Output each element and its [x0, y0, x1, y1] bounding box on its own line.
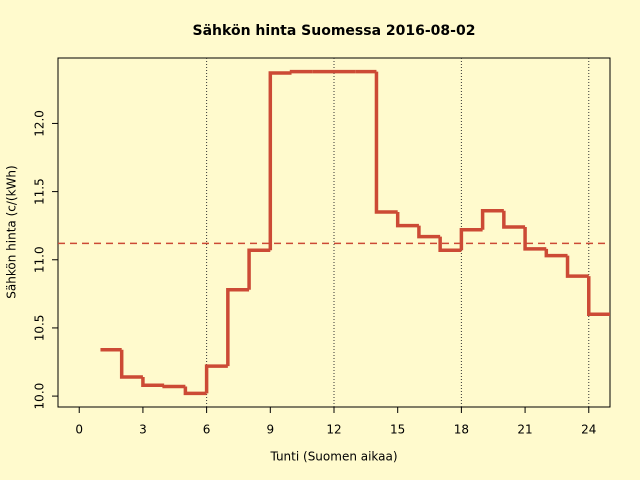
price-step [523, 227, 547, 251]
price-step [183, 386, 207, 396]
x-tick-label: 18 [454, 423, 469, 437]
price-step [247, 248, 271, 290]
y-tick-label: 11.0 [33, 246, 47, 273]
price-step [289, 69, 313, 74]
x-tick-label: 9 [266, 423, 274, 437]
price-step [395, 212, 419, 228]
price-step [544, 248, 568, 258]
x-tick-label: 21 [517, 423, 532, 437]
price-step [417, 225, 441, 239]
x-tick-label: 12 [326, 423, 341, 437]
x-tick-label: 15 [390, 423, 405, 437]
price-step [438, 236, 462, 252]
price-step [587, 276, 610, 317]
x-tick-label: 0 [75, 423, 83, 437]
price-step [226, 288, 250, 367]
y-tick-label: 12.0 [33, 110, 47, 137]
x-axis-label: Tunti (Suomen aikaa) [269, 450, 397, 464]
price-step [119, 349, 143, 379]
price-step [374, 71, 398, 214]
price-step [162, 384, 186, 389]
y-tick-label: 10.5 [33, 315, 47, 342]
price-step [268, 71, 292, 251]
price-step [565, 255, 589, 278]
y-axis-label: Sähkön hinta (c/(kWh) [5, 165, 19, 298]
chart-title: Sähkön hinta Suomessa 2016-08-02 [193, 23, 476, 39]
price-step [141, 377, 165, 387]
x-tick-label: 3 [139, 423, 147, 437]
y-tick-label: 10.0 [33, 383, 47, 410]
price-step [480, 208, 504, 230]
x-tick-label: 24 [581, 423, 596, 437]
x-tick-label: 6 [203, 423, 211, 437]
price-step [204, 364, 228, 394]
y-tick-label: 11.5 [33, 178, 47, 205]
price-step [502, 210, 526, 229]
price-step [459, 228, 483, 251]
